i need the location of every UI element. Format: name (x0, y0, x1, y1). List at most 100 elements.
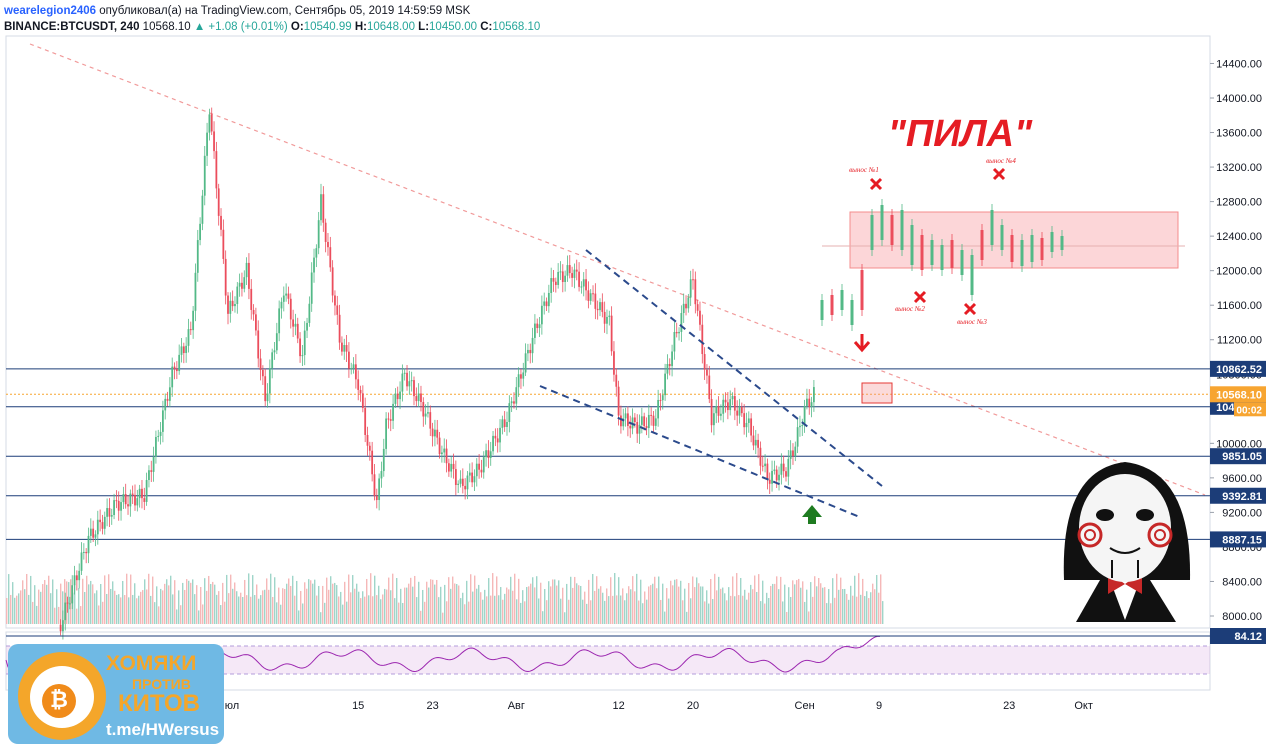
volume-bar (110, 588, 112, 624)
x-mark-label: вынос №2 (895, 305, 925, 313)
volume-bar (752, 589, 754, 624)
volume-bar (494, 595, 496, 624)
volume-bar (24, 589, 26, 624)
volume-bar (158, 606, 160, 624)
volume-bar (690, 598, 692, 624)
volume-bar (810, 582, 812, 624)
volume-bar (416, 597, 418, 624)
volume-bar (454, 583, 456, 624)
volume-bar (198, 610, 200, 624)
volume-bar (262, 590, 264, 624)
volume-bar (858, 573, 860, 624)
volume-bar (410, 577, 412, 624)
candle-body (301, 355, 304, 357)
symbol-label[interactable]: BINANCE:BTCUSDT, 240 (4, 21, 140, 33)
volume-bar (164, 583, 166, 624)
volume-bar (790, 596, 792, 624)
volume-bar (232, 588, 234, 624)
candle-body (231, 300, 234, 307)
volume-bar (260, 595, 262, 624)
volume-bar (764, 603, 766, 624)
volume-bar (698, 583, 700, 624)
badge-link[interactable]: t.me/HWersus (106, 720, 220, 739)
volume-bar (46, 584, 48, 624)
volume-bar (646, 599, 648, 624)
volume-bar (84, 591, 86, 624)
x-mark-label: вынос №1 (849, 166, 879, 174)
volume-bar (404, 587, 406, 624)
projection-candle (1040, 238, 1044, 260)
candle-body (799, 425, 801, 428)
volume-bar (732, 576, 734, 624)
volume-bar (828, 589, 830, 624)
volume-bar (28, 594, 30, 624)
volume-bar (256, 584, 258, 624)
candle-body (543, 301, 546, 306)
candle-body (517, 374, 520, 388)
candle-body (654, 418, 657, 426)
y-tick-label: 11200.00 (1217, 335, 1262, 347)
volume-bar (852, 595, 854, 624)
candle-body (294, 323, 297, 327)
candle-body (415, 396, 418, 402)
volume-bar (768, 597, 770, 624)
candle-body (206, 132, 208, 156)
volume-bar (228, 593, 230, 624)
candle-body (589, 293, 592, 301)
projection-candle (950, 240, 954, 268)
channel-badge[interactable]: ₿ ХОМЯКИ ПРОТИВ КИТОВ t.me/HWersus (8, 644, 224, 744)
volume-bar (656, 588, 658, 624)
candle-body (222, 229, 225, 259)
candle-body (66, 602, 69, 604)
candle-body (468, 472, 471, 476)
volume-bar (534, 587, 536, 624)
volume-bar (274, 577, 276, 624)
volume-bar (432, 579, 434, 624)
volume-bar (180, 605, 182, 624)
candle-body (334, 295, 336, 306)
candle-body (220, 215, 222, 230)
candle-body (682, 303, 685, 314)
price-box (861, 382, 893, 404)
volume-bar (82, 578, 84, 624)
candle-body (336, 305, 339, 315)
volume-bar (154, 602, 156, 624)
volume-bar (364, 596, 366, 624)
volume-bar (476, 588, 478, 624)
volume-bar (104, 575, 106, 624)
candle-body (354, 364, 357, 380)
candle-body (601, 302, 604, 312)
candle-body (196, 240, 199, 273)
candle-body (75, 575, 78, 581)
volume-bar (88, 584, 90, 624)
author-name[interactable]: wearelegion2406 (4, 5, 97, 17)
candle-body (82, 551, 85, 553)
volume-bar (18, 593, 20, 624)
volume-bar (776, 576, 778, 624)
volume-bar (388, 577, 390, 624)
candle-body (180, 346, 183, 355)
candle-body (499, 427, 501, 443)
volume-bar (392, 573, 394, 624)
saw-title: "ПИЛА" (888, 113, 1033, 155)
volume-bar (558, 580, 560, 624)
volume-bar (782, 601, 784, 624)
volume-bar (594, 590, 596, 624)
projection-candle (850, 300, 854, 325)
volume-bar (288, 578, 290, 624)
candle-body (603, 311, 606, 324)
volume-bar (556, 585, 558, 624)
candle-body (357, 379, 360, 390)
candle-body (580, 286, 583, 288)
volume-bar (62, 591, 64, 624)
volume-bar (6, 598, 8, 624)
volume-bar (436, 579, 438, 624)
volume-bar (840, 577, 842, 624)
volume-bar (794, 584, 796, 624)
candle-body (645, 426, 648, 429)
candle-body (171, 366, 174, 388)
volume-bar (236, 591, 238, 624)
candle-body (708, 375, 711, 400)
candle-body (322, 194, 325, 223)
